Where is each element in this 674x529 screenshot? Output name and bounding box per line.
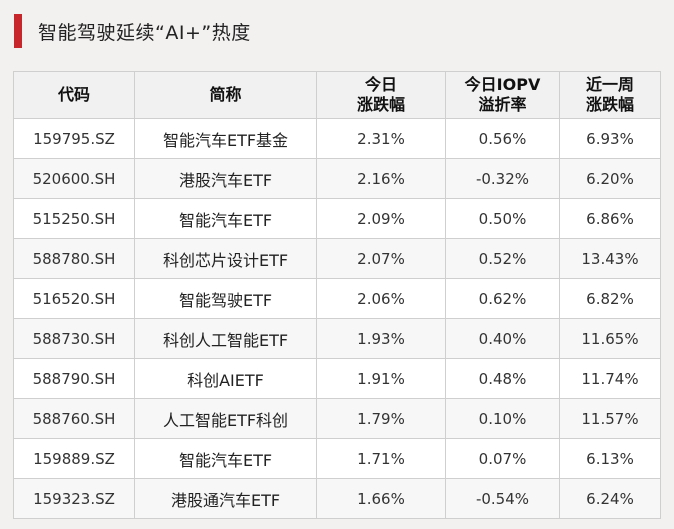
table-row: 159323.SZ 港股通汽车ETF 1.66% -0.54% 6.24% bbox=[13, 478, 661, 519]
cell-code: 588760.SH bbox=[13, 398, 135, 439]
cell-week-change: 11.57% bbox=[559, 398, 661, 439]
table-row: 516520.SH 智能驾驶ETF 2.06% 0.62% 6.82% bbox=[13, 278, 661, 319]
cell-name: 科创芯片设计ETF bbox=[134, 238, 317, 279]
cell-iopv: 0.10% bbox=[445, 398, 560, 439]
cell-week-change: 11.65% bbox=[559, 318, 661, 359]
cell-iopv: 0.62% bbox=[445, 278, 560, 319]
header-iopv-line2: 溢折率 bbox=[478, 95, 527, 114]
header-name-label: 简称 bbox=[209, 85, 242, 104]
header-code: 代码 bbox=[13, 71, 135, 119]
header-iopv: 今日IOPV 溢折率 bbox=[445, 71, 560, 119]
cell-today-change: 2.31% bbox=[316, 118, 446, 159]
table-header-row: 代码 简称 今日 涨跌幅 今日IOPV 溢折率 近一周 涨跌幅 bbox=[13, 71, 661, 119]
cell-week-change: 6.20% bbox=[559, 158, 661, 199]
cell-today-change: 1.66% bbox=[316, 478, 446, 519]
header-iopv-line1: 今日IOPV bbox=[464, 75, 541, 94]
table-row: 515250.SH 智能汽车ETF 2.09% 0.50% 6.86% bbox=[13, 198, 661, 239]
cell-today-change: 2.06% bbox=[316, 278, 446, 319]
cell-today-change: 1.91% bbox=[316, 358, 446, 399]
cell-name: 智能汽车ETF bbox=[134, 198, 317, 239]
cell-week-change: 11.74% bbox=[559, 358, 661, 399]
header-name: 简称 bbox=[134, 71, 317, 119]
cell-iopv: 0.52% bbox=[445, 238, 560, 279]
cell-name: 科创人工智能ETF bbox=[134, 318, 317, 359]
cell-code: 159795.SZ bbox=[13, 118, 135, 159]
cell-iopv: 0.48% bbox=[445, 358, 560, 399]
table-row: 520600.SH 港股汽车ETF 2.16% -0.32% 6.20% bbox=[13, 158, 661, 199]
header-week-change-line2: 涨跌幅 bbox=[585, 95, 634, 114]
cell-today-change: 1.79% bbox=[316, 398, 446, 439]
cell-today-change: 2.16% bbox=[316, 158, 446, 199]
page-title: 智能驾驶延续“AI+”热度 bbox=[38, 21, 251, 44]
header-today-change-line2: 涨跌幅 bbox=[356, 95, 405, 114]
cell-iopv: 0.50% bbox=[445, 198, 560, 239]
header-code-label: 代码 bbox=[57, 85, 90, 104]
header-week-change: 近一周 涨跌幅 bbox=[559, 71, 661, 119]
header-today-change: 今日 涨跌幅 bbox=[316, 71, 446, 119]
cell-week-change: 6.24% bbox=[559, 478, 661, 519]
page-header: 智能驾驶延续“AI+”热度 bbox=[14, 14, 251, 48]
title-accent-bar bbox=[14, 14, 22, 48]
cell-code: 515250.SH bbox=[13, 198, 135, 239]
table-row: 159795.SZ 智能汽车ETF基金 2.31% 0.56% 6.93% bbox=[13, 118, 661, 159]
cell-week-change: 6.93% bbox=[559, 118, 661, 159]
table-row: 588760.SH 人工智能ETF科创 1.79% 0.10% 11.57% bbox=[13, 398, 661, 439]
cell-code: 588780.SH bbox=[13, 238, 135, 279]
cell-code: 159889.SZ bbox=[13, 438, 135, 479]
cell-week-change: 13.43% bbox=[559, 238, 661, 279]
cell-iopv: 0.56% bbox=[445, 118, 560, 159]
cell-name: 智能驾驶ETF bbox=[134, 278, 317, 319]
table-row: 588780.SH 科创芯片设计ETF 2.07% 0.52% 13.43% bbox=[13, 238, 661, 279]
cell-name: 科创AIETF bbox=[134, 358, 317, 399]
cell-week-change: 6.82% bbox=[559, 278, 661, 319]
cell-name: 智能汽车ETF bbox=[134, 438, 317, 479]
cell-code: 159323.SZ bbox=[13, 478, 135, 519]
cell-code: 516520.SH bbox=[13, 278, 135, 319]
cell-iopv: -0.32% bbox=[445, 158, 560, 199]
cell-today-change: 2.09% bbox=[316, 198, 446, 239]
cell-today-change: 1.93% bbox=[316, 318, 446, 359]
cell-today-change: 1.71% bbox=[316, 438, 446, 479]
cell-iopv: 0.07% bbox=[445, 438, 560, 479]
cell-week-change: 6.86% bbox=[559, 198, 661, 239]
cell-name: 港股通汽车ETF bbox=[134, 478, 317, 519]
header-today-change-line1: 今日 bbox=[364, 75, 397, 94]
cell-name: 港股汽车ETF bbox=[134, 158, 317, 199]
table-body: 159795.SZ 智能汽车ETF基金 2.31% 0.56% 6.93% 520600.… bbox=[13, 118, 661, 519]
cell-today-change: 2.07% bbox=[316, 238, 446, 279]
table-row: 159889.SZ 智能汽车ETF 1.71% 0.07% 6.13% bbox=[13, 438, 661, 479]
etf-table-container: 代码 简称 今日 涨跌幅 今日IOPV 溢折率 近一周 涨跌幅 bbox=[13, 71, 661, 519]
cell-code: 520600.SH bbox=[13, 158, 135, 199]
table-row: 588730.SH 科创人工智能ETF 1.93% 0.40% 11.65% bbox=[13, 318, 661, 359]
header-week-change-line1: 近一周 bbox=[585, 75, 634, 94]
etf-table: 代码 简称 今日 涨跌幅 今日IOPV 溢折率 近一周 涨跌幅 bbox=[13, 71, 661, 519]
cell-iopv: -0.54% bbox=[445, 478, 560, 519]
cell-code: 588730.SH bbox=[13, 318, 135, 359]
cell-iopv: 0.40% bbox=[445, 318, 560, 359]
table-row: 588790.SH 科创AIETF 1.91% 0.48% 11.74% bbox=[13, 358, 661, 399]
cell-name: 智能汽车ETF基金 bbox=[134, 118, 317, 159]
cell-name: 人工智能ETF科创 bbox=[134, 398, 317, 439]
cell-code: 588790.SH bbox=[13, 358, 135, 399]
cell-week-change: 6.13% bbox=[559, 438, 661, 479]
